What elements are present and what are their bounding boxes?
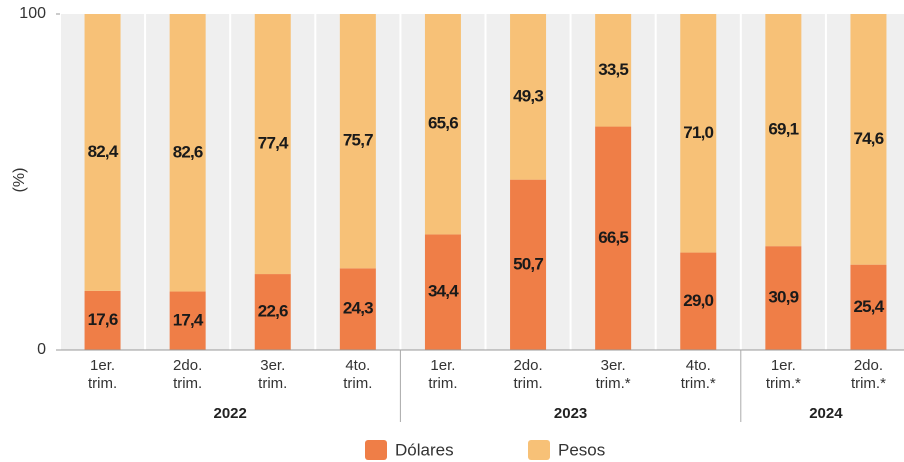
x-tick-label: trim. — [428, 375, 457, 392]
legend-swatch — [365, 440, 387, 460]
legend-swatch — [528, 440, 550, 460]
data-label: 49,3 — [513, 86, 543, 105]
x-tick-label: trim. — [343, 375, 372, 392]
bar-segment — [84, 14, 121, 291]
bar-segment — [850, 14, 887, 265]
data-label: 77,4 — [258, 134, 289, 153]
data-label: 34,4 — [428, 282, 459, 301]
bar-segment — [595, 14, 632, 127]
bar-segment — [339, 268, 376, 350]
x-tick-label: 1er. — [430, 357, 455, 374]
group-label: 2023 — [554, 405, 587, 422]
bar-segment — [424, 14, 461, 235]
legend-label: Pesos — [558, 440, 605, 459]
x-tick-label: 1er. — [771, 357, 796, 374]
x-tick-label: 3er. — [601, 357, 626, 374]
legend-label: Dólares — [395, 440, 454, 459]
bar-segment — [254, 14, 291, 275]
x-tick-label: 4to. — [345, 357, 370, 374]
x-tick-label: 2do. — [173, 357, 202, 374]
x-tick-label: trim. — [88, 375, 117, 392]
x-tick-label: 4to. — [686, 357, 711, 374]
bar-segment — [595, 126, 632, 350]
y-axis-label: (%) — [11, 168, 28, 193]
group-label: 2024 — [809, 405, 843, 422]
data-label: 17,4 — [173, 310, 204, 329]
x-tick-label: trim.* — [851, 375, 886, 392]
bar-segment — [169, 14, 206, 292]
group-label: 2022 — [214, 405, 247, 422]
data-label: 82,4 — [88, 142, 119, 161]
bar-segment — [254, 274, 291, 350]
bar-segment — [510, 179, 547, 350]
data-label: 24,3 — [343, 299, 373, 318]
x-tick-label: trim. — [173, 375, 202, 392]
data-label: 33,5 — [598, 60, 628, 79]
x-tick-label: 1er. — [90, 357, 115, 374]
x-tick-label: 2do. — [513, 357, 542, 374]
bar-segment — [510, 14, 547, 180]
x-tick-label: 2do. — [854, 357, 883, 374]
data-label: 29,0 — [683, 291, 713, 310]
data-label: 66,5 — [598, 228, 628, 247]
bar-segment — [424, 234, 461, 350]
x-tick-label: trim.* — [681, 375, 716, 392]
data-label: 65,6 — [428, 114, 458, 133]
bar-segment — [339, 14, 376, 269]
data-label: 74,6 — [854, 129, 884, 148]
x-tick-label: trim. — [513, 375, 542, 392]
x-tick-label: trim. — [258, 375, 287, 392]
x-tick-label: trim.* — [766, 375, 801, 392]
y-tick-label: 0 — [37, 341, 46, 358]
data-label: 50,7 — [513, 254, 543, 273]
x-tick-label: trim.* — [596, 375, 631, 392]
bar-segment — [680, 14, 717, 253]
y-tick-label: 100 — [19, 5, 46, 22]
data-label: 69,1 — [768, 120, 798, 139]
bar-segment — [850, 264, 887, 350]
data-label: 22,6 — [258, 302, 288, 321]
bar-segment — [84, 290, 121, 350]
data-label: 17,6 — [88, 310, 118, 329]
bar-segment — [680, 252, 717, 350]
data-label: 71,0 — [683, 123, 713, 142]
bar-segment — [765, 246, 802, 350]
data-label: 75,7 — [343, 131, 373, 150]
data-label: 30,9 — [768, 288, 798, 307]
data-label: 25,4 — [854, 297, 885, 316]
x-tick-label: 3er. — [260, 357, 285, 374]
data-label: 82,6 — [173, 142, 203, 161]
bar-segment — [765, 14, 802, 247]
bar-segment — [169, 291, 206, 350]
